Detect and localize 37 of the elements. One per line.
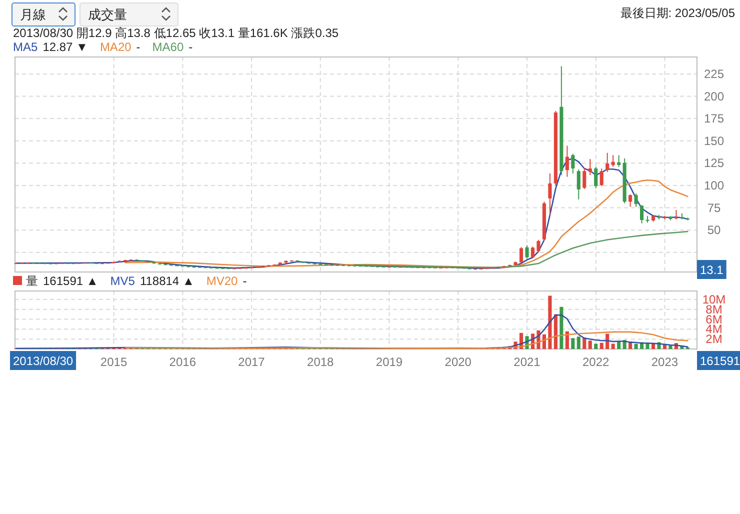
text: - (188, 40, 193, 54)
y-tick-label: 75 (707, 200, 721, 215)
legend-label: 量 (26, 274, 38, 288)
text: MV20 (206, 274, 238, 288)
y-tick-label: 2M (706, 332, 722, 346)
text: 成交量 (88, 7, 127, 22)
text: 2013/08/30 開12.9 高13.8 低12.65 收13.1 量161.6K 漲跌0.35 (13, 26, 339, 40)
y-tick-label: 150 (704, 134, 724, 148)
y-tick-label: 225 (704, 66, 724, 81)
text: MA5 (13, 40, 38, 54)
text: 118814 ▲ (140, 274, 194, 288)
text: MV5 (110, 274, 136, 288)
x-tick-label: 2019 (376, 355, 403, 369)
text: MA60 (152, 40, 184, 54)
text: 13.1 (700, 263, 724, 277)
text: 161591 ▲ (43, 274, 98, 288)
text: 月線 (20, 7, 46, 22)
x-tick-label: 2016 (169, 355, 196, 369)
text: 2013/08/30 (13, 354, 74, 368)
text: - (136, 40, 140, 54)
x-tick-label: 2023 (651, 355, 678, 369)
x-tick-label: 2020 (444, 355, 472, 369)
y-tick-label: 200 (704, 89, 724, 104)
text: MA20 (100, 40, 132, 54)
y-tick-label: 100 (704, 178, 724, 192)
text: - (242, 274, 247, 288)
x-tick-label: 2015 (100, 355, 128, 369)
x-tick-label: 2021 (514, 355, 541, 369)
text: 最後日期: 2023/05/05 (620, 6, 736, 20)
y-tick-label: 175 (704, 112, 724, 126)
x-tick-label: 2017 (238, 355, 266, 369)
x-tick-label: 2022 (582, 355, 610, 369)
text: 161591 (700, 354, 740, 368)
y-tick-label: 125 (704, 156, 724, 170)
x-tick-label: 2018 (307, 355, 334, 369)
y-tick-label: 50 (707, 223, 721, 238)
text: 12.87 ▼ (42, 40, 88, 54)
